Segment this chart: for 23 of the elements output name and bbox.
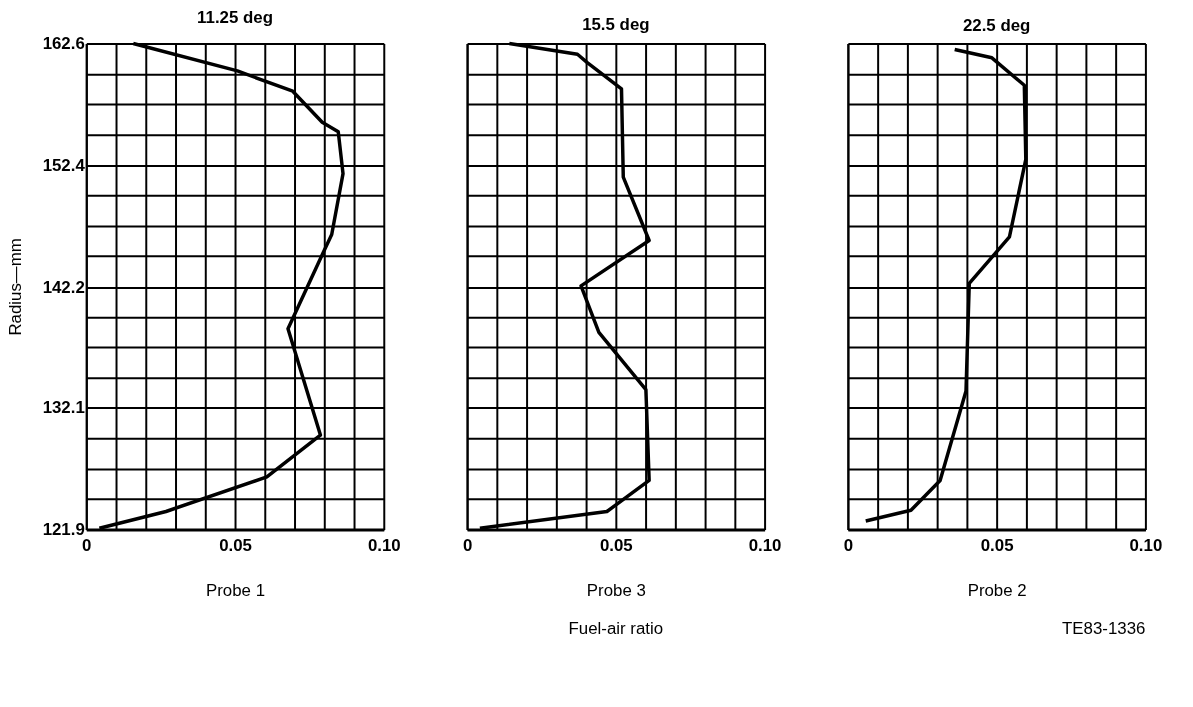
x-tick-label: 0 bbox=[82, 535, 92, 555]
y-tick-label: 132.1 bbox=[42, 398, 85, 418]
x-axis-title: Probe 3 bbox=[586, 581, 646, 601]
y-tick-label: 121.9 bbox=[42, 519, 85, 539]
x-tick-label: 0.10 bbox=[367, 535, 401, 555]
x-tick-label: 0 bbox=[462, 535, 473, 555]
x-tick-label: 0.05 bbox=[599, 535, 633, 555]
chart-title: 15.5 deg bbox=[582, 14, 650, 34]
x-tick-label: 0.05 bbox=[219, 535, 252, 555]
x-axis-title: Probe 1 bbox=[206, 581, 266, 601]
x-tick-label: 0.10 bbox=[748, 535, 782, 555]
x-tick-label: 0.10 bbox=[1129, 535, 1163, 555]
y-tick-label: 152.4 bbox=[42, 155, 86, 175]
text: TE83-1336 bbox=[1062, 618, 1146, 638]
y-axis-title: Radius—mm bbox=[5, 238, 25, 336]
x-axis-title: Probe 2 bbox=[967, 581, 1027, 601]
chart-title: 22.5 deg bbox=[962, 16, 1031, 36]
x-tick-label: 0 bbox=[843, 535, 854, 555]
y-tick-label: 142.2 bbox=[42, 277, 85, 297]
x-tick-label: 0.05 bbox=[980, 535, 1014, 555]
y-tick-label: 162.6 bbox=[42, 33, 85, 53]
chart-title: 11.25 deg bbox=[197, 7, 273, 27]
text: Fuel-air ratio bbox=[568, 618, 664, 638]
